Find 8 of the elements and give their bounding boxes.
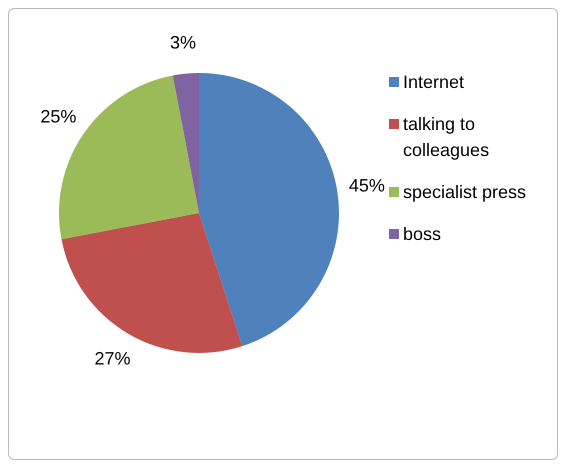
data-label: 27% xyxy=(94,348,130,368)
legend-label: specialist press xyxy=(403,181,526,204)
legend-label: talking to colleagues xyxy=(403,113,490,162)
legend-label: Internet xyxy=(403,71,464,94)
data-label: 45% xyxy=(348,175,385,196)
legend-label: boss xyxy=(403,223,442,246)
data-label: 3% xyxy=(170,32,196,53)
data-label: 25% xyxy=(40,106,76,126)
